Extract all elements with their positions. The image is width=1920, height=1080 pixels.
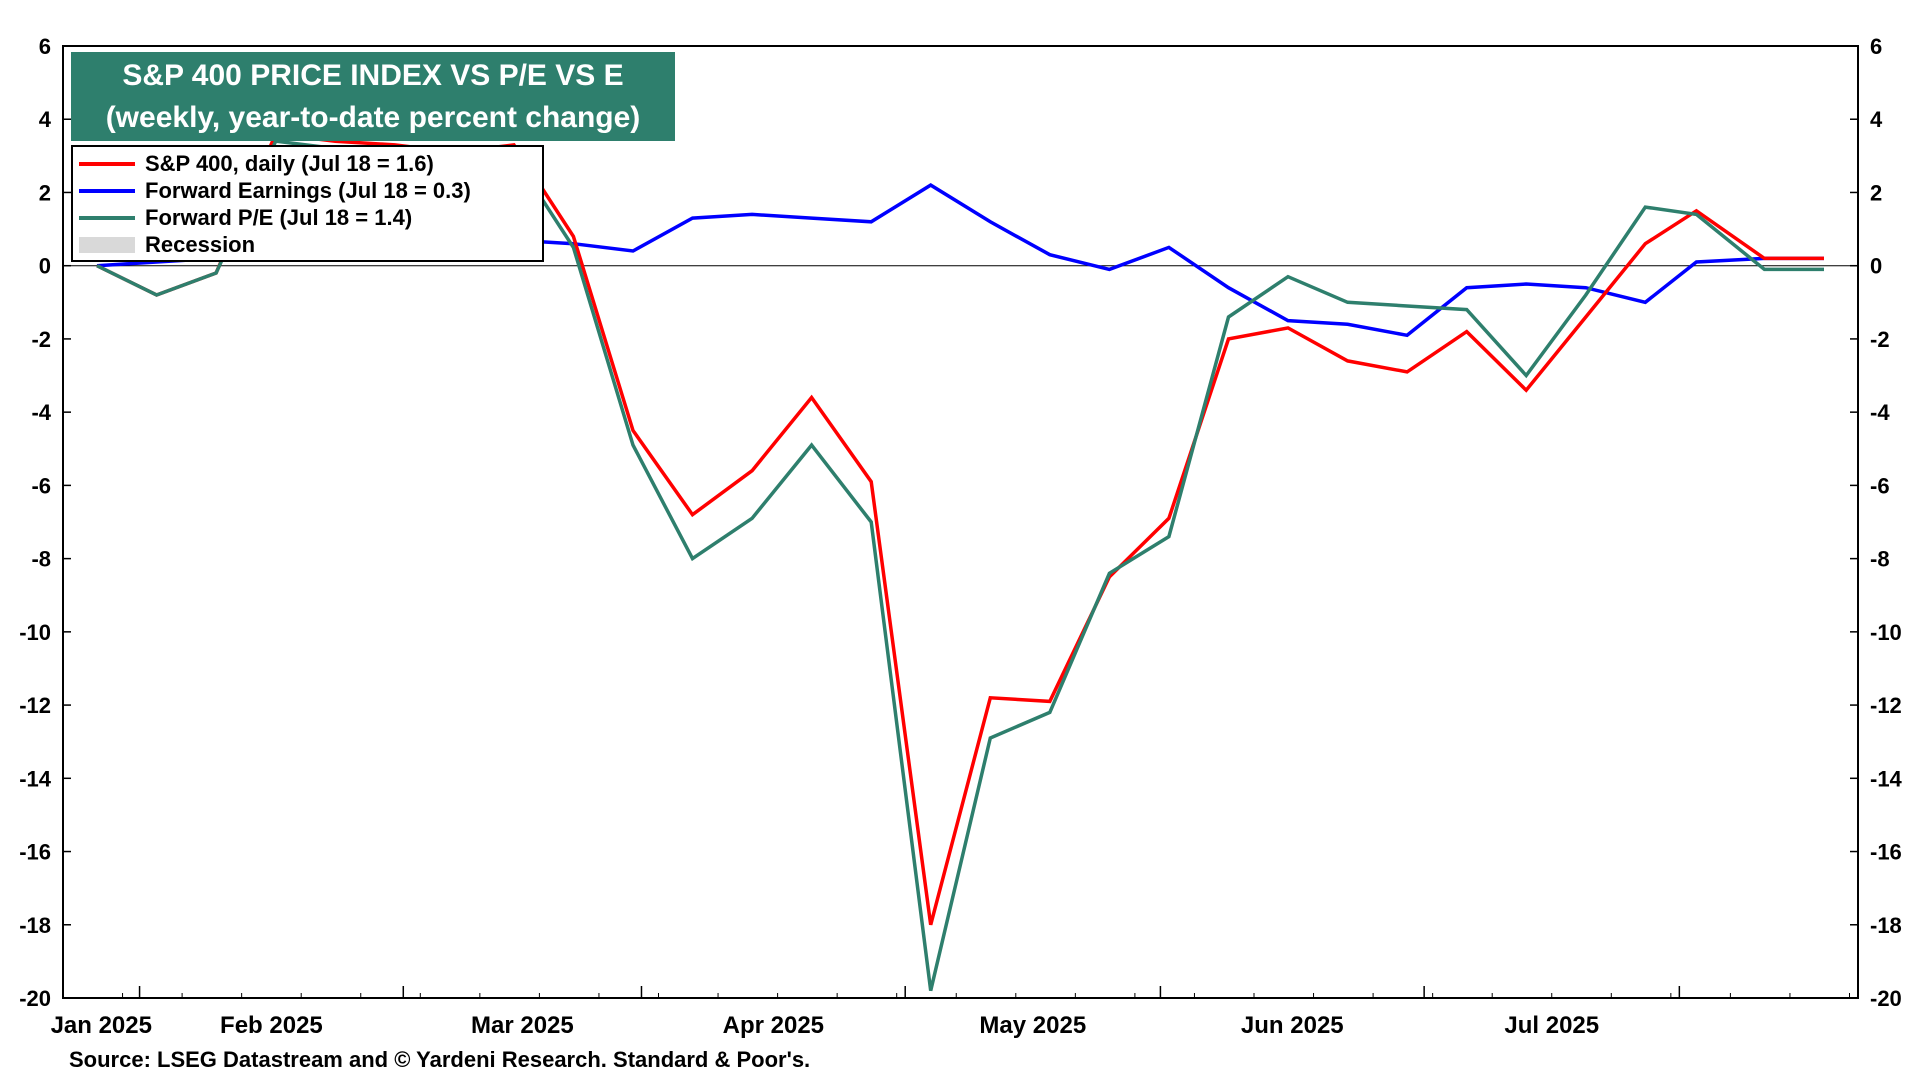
y-tick-label-right: 6 <box>1870 34 1882 59</box>
legend-swatch-sp400 <box>79 161 135 166</box>
legend-item-sp400: S&P 400, daily (Jul 18 = 1.6) <box>79 150 542 177</box>
chart-subtitle: (weekly, year-to-date percent change) <box>105 101 641 134</box>
legend-label-forward-earnings: Forward Earnings (Jul 18 = 0.3) <box>145 177 471 203</box>
y-tick-label-left: -18 <box>19 913 51 938</box>
series-line-sp400 <box>96 132 1824 926</box>
x-month-label: May 2025 <box>979 1012 1086 1039</box>
source-note: Source: LSEG Datastream and © Yardeni Re… <box>69 1047 811 1072</box>
legend-item-recession: Recession <box>79 231 542 258</box>
x-axis: Jan 2025 Feb 2025 Mar 2025 Apr 2025 May 2025… <box>51 986 1850 1039</box>
y-tick-label-left: -12 <box>19 693 51 718</box>
y-tick-label-right: -8 <box>1870 547 1890 572</box>
y-tick-label-left: 4 <box>39 107 52 132</box>
y-tick-label-left: -20 <box>19 986 51 1011</box>
y-tick-label-left: 2 <box>39 180 51 205</box>
y-tick-label-left: 6 <box>39 34 51 59</box>
y-tick-label-right: -20 <box>1870 986 1902 1011</box>
y-tick-label-right: -14 <box>1870 766 1903 791</box>
y-tick-label-left: -4 <box>31 400 51 425</box>
y-tick-label-right: -2 <box>1870 327 1890 352</box>
legend-label-forward-pe: Forward P/E (Jul 18 = 1.4) <box>145 204 413 230</box>
legend: S&P 400, daily (Jul 18 = 1.6) Forward Ea… <box>71 145 544 262</box>
legend-swatch-recession <box>79 236 135 253</box>
y-tick-label-right: -12 <box>1870 693 1902 718</box>
legend-label-sp400: S&P 400, daily (Jul 18 = 1.6) <box>145 150 434 176</box>
y-tick-label-left: -6 <box>31 473 51 498</box>
x-month-label: Jun 2025 <box>1241 1012 1344 1039</box>
y-tick-label-right: 4 <box>1870 107 1883 132</box>
y-tick-label-right: -16 <box>1870 840 1902 865</box>
y-tick-label-left: 0 <box>39 254 51 279</box>
y-tick-label-left: -16 <box>19 840 51 865</box>
y-axis-right: 6 4 2 0 -2 -4 -6 -8 -10 -12 -14 -16 -18 -20 <box>1850 34 1903 1011</box>
legend-item-forward-pe: Forward P/E (Jul 18 = 1.4) <box>79 204 542 231</box>
y-tick-label-right: -10 <box>1870 620 1902 645</box>
x-month-label: Apr 2025 <box>723 1012 824 1039</box>
y-tick-label-left: -8 <box>31 547 51 572</box>
y-tick-label-left: -2 <box>31 327 51 352</box>
x-month-label: Jul 2025 <box>1504 1012 1599 1039</box>
y-tick-label-right: -18 <box>1870 913 1902 938</box>
legend-swatch-forward-earnings <box>79 188 135 193</box>
legend-swatch-forward-pe <box>79 215 135 220</box>
legend-item-forward-earnings: Forward Earnings (Jul 18 = 0.3) <box>79 177 542 204</box>
x-month-label: Feb 2025 <box>220 1012 323 1039</box>
y-tick-label-right: 0 <box>1870 254 1882 279</box>
y-tick-label-right: -6 <box>1870 473 1890 498</box>
y-axis-left: 6 4 2 0 -2 -4 -6 -8 -10 -12 -14 -16 -18 -20 <box>19 34 71 1011</box>
y-tick-label-right: 2 <box>1870 180 1882 205</box>
chart-title-box: S&P 400 PRICE INDEX VS P/E VS E (weekly,… <box>71 52 675 141</box>
x-month-label: Mar 2025 <box>471 1012 574 1039</box>
legend-label-recession: Recession <box>145 231 256 257</box>
y-tick-label-left: -10 <box>19 620 51 645</box>
chart-title: S&P 400 PRICE INDEX VS P/E VS E <box>122 59 624 92</box>
y-tick-label-left: -14 <box>19 766 52 791</box>
y-tick-label-right: -4 <box>1870 400 1890 425</box>
x-month-label: Jan 2025 <box>51 1012 152 1039</box>
